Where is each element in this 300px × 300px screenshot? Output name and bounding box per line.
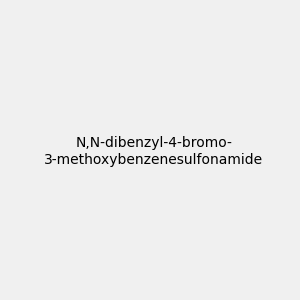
Text: N,N-dibenzyl-4-bromo-
3-methoxybenzenesulfonamide: N,N-dibenzyl-4-bromo- 3-methoxybenzenesu… (44, 136, 263, 166)
